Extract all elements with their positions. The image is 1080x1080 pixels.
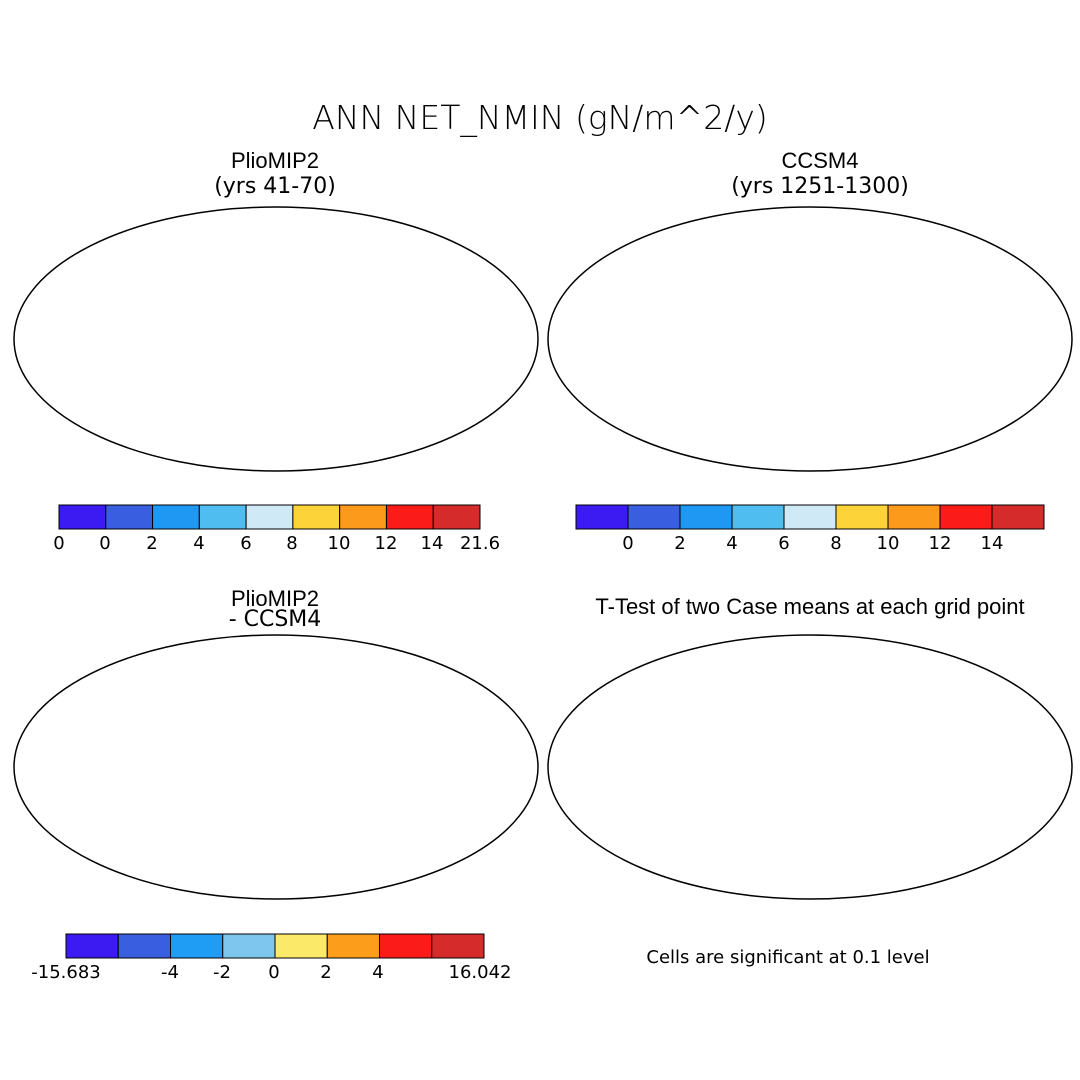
panel4-title: T-Test of two Case means at each grid po… <box>595 594 1025 619</box>
colorbar-tick-label: 4 <box>726 533 738 554</box>
colorbar-tick-label: 2 <box>674 533 686 554</box>
colorbar-swatch <box>245 504 294 530</box>
colorbar-swatch <box>575 504 629 530</box>
significance-note: Cells are significant at 0.1 level <box>646 947 930 968</box>
colorbar-tick-label: 8 <box>830 533 842 554</box>
colorbar-swatch <box>198 504 247 530</box>
colorbar-tick-label: 21.6 <box>459 533 501 554</box>
panel3-subtitle: - CCSM4 <box>228 607 322 632</box>
colorbar-swatch <box>58 504 107 530</box>
colorbar-swatch <box>170 933 224 959</box>
colorbar-tick-label: 0 <box>268 962 280 983</box>
colorbar-swatch <box>939 504 993 530</box>
figure-title: ANN NET_NMIN (gN/m^2/y) <box>312 98 768 137</box>
panel2-subtitle: (yrs 1251-1300) <box>731 174 909 199</box>
colorbar-tick-label: 2 <box>146 533 158 554</box>
panel1-title: PlioMIP2 <box>230 148 320 173</box>
colorbar-tick-label: 4 <box>193 533 205 554</box>
panel1-subtitle: (yrs 41-70) <box>214 174 336 199</box>
colorbar-swatch <box>385 504 434 530</box>
colorbar-swatch <box>292 504 341 530</box>
colorbar-ccsm4 <box>575 504 1045 530</box>
colorbar-swatch <box>835 504 889 530</box>
colorbar-tick-label: 10 <box>327 533 351 554</box>
colorbar-swatch <box>379 933 433 959</box>
colorbar-difference <box>65 933 485 959</box>
colorbar-tick-label: -15.683 <box>31 962 101 983</box>
colorbar-swatch <box>991 504 1045 530</box>
map-ttest <box>547 634 1073 900</box>
colorbar-swatch <box>731 504 785 530</box>
colorbar-tick-label: 0 <box>99 533 111 554</box>
colorbar-swatch <box>152 504 200 530</box>
colorbar-tick-label: 0 <box>53 533 65 554</box>
colorbar-swatch <box>326 933 380 959</box>
colorbar-tick-label: 6 <box>240 533 252 554</box>
colorbar-swatch <box>65 933 119 959</box>
colorbar-tick-label: 14 <box>420 533 444 554</box>
colorbar-swatch <box>887 504 941 530</box>
colorbar-tick-label: 2 <box>320 962 332 983</box>
colorbar-tick-label: 4 <box>372 962 384 983</box>
colorbar-swatch <box>274 933 328 959</box>
colorbar-swatch <box>105 504 154 530</box>
colorbar-tick-label: 12 <box>928 533 952 554</box>
colorbar-swatch <box>117 933 171 959</box>
colorbar-swatch <box>431 933 485 959</box>
colorbar-tick-label: -2 <box>213 962 231 983</box>
panel3-title: PlioMIP2 <box>230 586 320 611</box>
map-difference <box>13 634 539 900</box>
panel2-title: CCSM4 <box>781 148 859 173</box>
colorbar-swatch <box>679 504 733 530</box>
colorbar-tick-label: 12 <box>374 533 398 554</box>
colorbar-swatch <box>783 504 837 530</box>
colorbar-swatch <box>222 933 276 959</box>
colorbar-pliomip2 <box>58 504 481 530</box>
colorbar-swatch <box>432 504 481 530</box>
colorbar-swatch <box>339 504 387 530</box>
colorbar-tick-label: 10 <box>876 533 900 554</box>
colorbar-tick-label: 8 <box>286 533 298 554</box>
map-ccsm4 <box>547 206 1073 472</box>
colorbar-tick-label: 16.042 <box>448 962 512 983</box>
colorbar-tick-label: 14 <box>980 533 1004 554</box>
map-pliomip2 <box>13 206 539 472</box>
colorbar-tick-label: 6 <box>778 533 790 554</box>
colorbar-tick-label: -4 <box>161 962 179 983</box>
colorbar-tick-label: 0 <box>622 533 634 554</box>
colorbar-swatch <box>627 504 681 530</box>
